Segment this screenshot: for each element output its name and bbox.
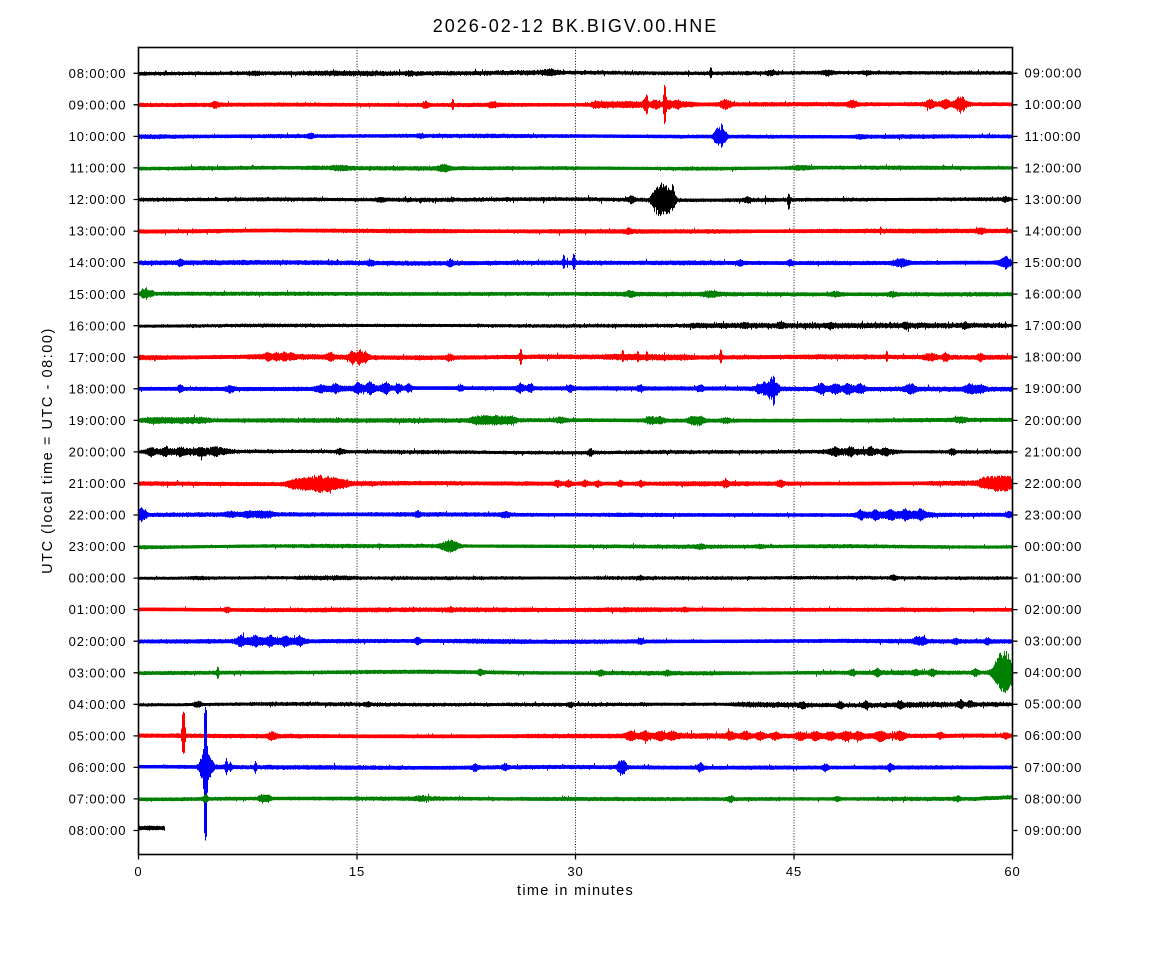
svg-text:11:00:00: 11:00:00 bbox=[1025, 129, 1082, 144]
svg-text:2026-02-12 BK.BIGV.00.HNE: 2026-02-12 BK.BIGV.00.HNE bbox=[433, 16, 718, 36]
svg-text:23:00:00: 23:00:00 bbox=[69, 539, 127, 554]
svg-text:19:00:00: 19:00:00 bbox=[69, 413, 127, 428]
svg-text:18:00:00: 18:00:00 bbox=[69, 381, 127, 396]
svg-text:06:00:00: 06:00:00 bbox=[69, 760, 127, 775]
svg-text:18:00:00: 18:00:00 bbox=[1025, 350, 1083, 365]
svg-text:02:00:00: 02:00:00 bbox=[1025, 602, 1083, 617]
svg-text:07:00:00: 07:00:00 bbox=[1025, 760, 1083, 775]
svg-text:22:00:00: 22:00:00 bbox=[1025, 476, 1083, 491]
svg-text:12:00:00: 12:00:00 bbox=[1025, 160, 1083, 175]
svg-text:21:00:00: 21:00:00 bbox=[69, 476, 127, 491]
svg-text:09:00:00: 09:00:00 bbox=[1025, 823, 1083, 838]
svg-text:02:00:00: 02:00:00 bbox=[69, 634, 127, 649]
svg-text:00:00:00: 00:00:00 bbox=[1025, 539, 1083, 554]
svg-text:06:00:00: 06:00:00 bbox=[1025, 728, 1083, 743]
svg-text:16:00:00: 16:00:00 bbox=[1025, 287, 1083, 302]
svg-text:17:00:00: 17:00:00 bbox=[69, 350, 127, 365]
svg-text:00:00:00: 00:00:00 bbox=[69, 571, 127, 586]
svg-text:05:00:00: 05:00:00 bbox=[1025, 697, 1083, 712]
svg-text:08:00:00: 08:00:00 bbox=[69, 66, 127, 81]
svg-text:UTC (local time = UTC - 08:00): UTC (local time = UTC - 08:00) bbox=[40, 327, 56, 574]
svg-text:17:00:00: 17:00:00 bbox=[1025, 318, 1083, 333]
svg-text:15:00:00: 15:00:00 bbox=[1025, 255, 1083, 270]
svg-text:01:00:00: 01:00:00 bbox=[69, 602, 127, 617]
svg-text:20:00:00: 20:00:00 bbox=[1025, 413, 1083, 428]
svg-text:15:00:00: 15:00:00 bbox=[69, 287, 127, 302]
svg-text:09:00:00: 09:00:00 bbox=[69, 97, 127, 112]
svg-text:14:00:00: 14:00:00 bbox=[1025, 224, 1083, 239]
svg-text:10:00:00: 10:00:00 bbox=[69, 129, 127, 144]
svg-text:30: 30 bbox=[567, 864, 583, 879]
svg-text:04:00:00: 04:00:00 bbox=[69, 697, 127, 712]
svg-text:07:00:00: 07:00:00 bbox=[69, 792, 127, 807]
svg-text:12:00:00: 12:00:00 bbox=[69, 192, 127, 207]
svg-text:time in minutes: time in minutes bbox=[517, 883, 634, 899]
svg-text:22:00:00: 22:00:00 bbox=[69, 508, 127, 523]
svg-text:08:00:00: 08:00:00 bbox=[1025, 791, 1083, 806]
svg-text:15: 15 bbox=[349, 864, 365, 879]
svg-text:21:00:00: 21:00:00 bbox=[1025, 444, 1083, 459]
svg-text:08:00:00: 08:00:00 bbox=[69, 823, 127, 838]
svg-text:0: 0 bbox=[134, 864, 142, 879]
svg-text:23:00:00: 23:00:00 bbox=[1025, 507, 1083, 522]
svg-text:20:00:00: 20:00:00 bbox=[69, 445, 127, 460]
svg-text:03:00:00: 03:00:00 bbox=[1025, 634, 1083, 649]
svg-text:16:00:00: 16:00:00 bbox=[69, 318, 127, 333]
svg-text:45: 45 bbox=[786, 864, 802, 879]
svg-text:19:00:00: 19:00:00 bbox=[1025, 381, 1083, 396]
svg-text:11:00:00: 11:00:00 bbox=[70, 161, 127, 176]
svg-text:09:00:00: 09:00:00 bbox=[1025, 66, 1083, 81]
svg-text:04:00:00: 04:00:00 bbox=[1025, 665, 1083, 680]
svg-text:10:00:00: 10:00:00 bbox=[1025, 97, 1083, 112]
svg-text:13:00:00: 13:00:00 bbox=[1025, 192, 1083, 207]
svg-text:13:00:00: 13:00:00 bbox=[69, 224, 127, 239]
svg-text:14:00:00: 14:00:00 bbox=[69, 255, 127, 270]
svg-text:01:00:00: 01:00:00 bbox=[1025, 571, 1083, 586]
svg-text:03:00:00: 03:00:00 bbox=[69, 665, 127, 680]
svg-text:05:00:00: 05:00:00 bbox=[69, 729, 127, 744]
svg-text:60: 60 bbox=[1004, 864, 1020, 879]
